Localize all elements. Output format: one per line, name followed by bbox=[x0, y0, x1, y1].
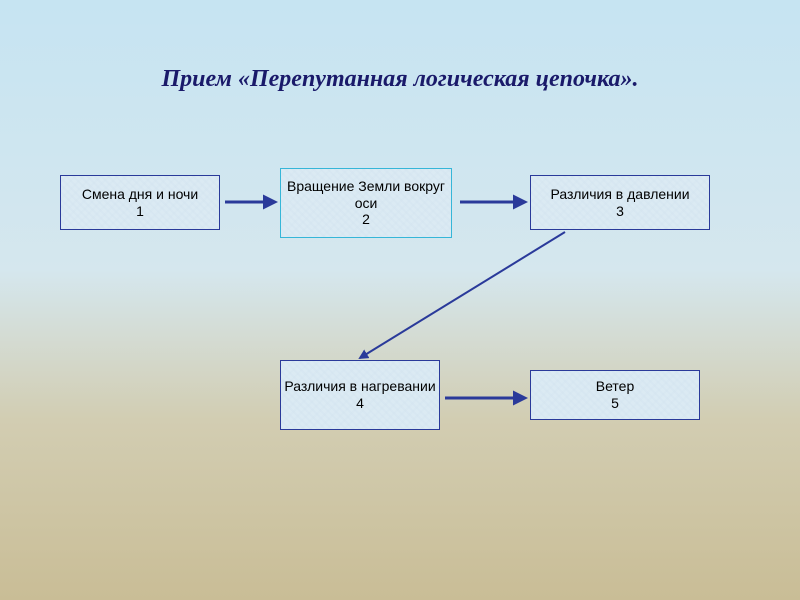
flow-node-n4: Различия в нагревании4 bbox=[280, 360, 440, 430]
flow-node-label: Ветер bbox=[596, 378, 635, 395]
flow-node-n3: Различия в давлении3 bbox=[530, 175, 710, 230]
flow-node-number: 2 bbox=[362, 211, 370, 228]
flow-node-number: 3 bbox=[616, 203, 624, 220]
flow-edge bbox=[360, 232, 565, 358]
flow-node-n1: Смена дня и ночи1 bbox=[60, 175, 220, 230]
flow-node-number: 1 bbox=[136, 203, 144, 220]
flow-node-label: Вращение Земли вокруг оси bbox=[281, 178, 451, 212]
flow-node-label: Различия в нагревании bbox=[284, 378, 435, 395]
flow-node-number: 4 bbox=[356, 395, 364, 412]
flow-node-label: Смена дня и ночи bbox=[82, 186, 198, 203]
flow-node-n2: Вращение Земли вокруг оси2 bbox=[280, 168, 452, 238]
flow-node-n5: Ветер5 bbox=[530, 370, 700, 420]
flow-node-number: 5 bbox=[611, 395, 619, 412]
slide-title: Прием «Перепутанная логическая цепочка». bbox=[0, 66, 800, 93]
flow-node-label: Различия в давлении bbox=[550, 186, 689, 203]
slide-canvas: Прием «Перепутанная логическая цепочка».… bbox=[0, 0, 800, 600]
